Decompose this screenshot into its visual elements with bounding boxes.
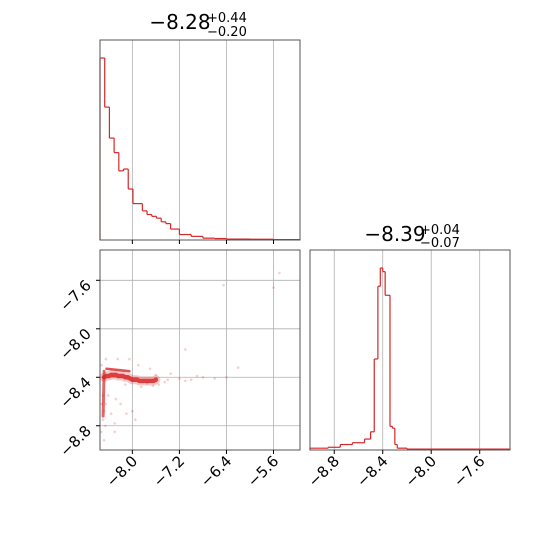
hist-param2-xtick-label: −7.6 xyxy=(450,452,488,490)
hist-param2-grid xyxy=(333,250,481,450)
scatter-xtick-label: −8.0 xyxy=(103,452,141,490)
scatter-ytick-label: −8.4 xyxy=(56,373,94,411)
hist-param2-xtick-label: −8.8 xyxy=(305,452,343,490)
scatter-point xyxy=(103,424,107,428)
scatter-point xyxy=(104,357,108,361)
scatter-point xyxy=(163,380,167,384)
scatter-point xyxy=(213,377,217,380)
scatter-point xyxy=(201,375,205,379)
scatter-frame xyxy=(99,249,301,451)
scatter-point xyxy=(99,430,103,434)
hist-param1-upper: +0.44 xyxy=(207,11,247,26)
scatter-ytick-label: −8.8 xyxy=(56,422,94,460)
hist-param2-lower: −0.07 xyxy=(420,236,460,251)
scatter-xtick-label: −5.6 xyxy=(244,452,282,490)
hist-param1-title: −8.28 xyxy=(149,10,210,34)
scatter-point xyxy=(148,367,152,371)
scatter-point xyxy=(222,283,225,287)
scatter-point xyxy=(116,357,119,361)
hist-param2-frame xyxy=(309,249,511,451)
hist-param2-panel: −8.39 +0.04 −0.07 −8.8 −8.4 −8.0 −7.6 xyxy=(305,222,511,491)
scatter-point xyxy=(136,363,140,367)
scatter-panel: −8.0 −7.2 −6.4 −5.6−8.8−8.4−8.0−7.6 xyxy=(56,249,301,491)
scatter-point xyxy=(169,372,172,375)
scatter-point xyxy=(119,402,122,406)
scatter-point xyxy=(131,409,134,413)
scatter-point xyxy=(178,377,181,380)
density-contour xyxy=(101,372,159,384)
scatter-xtick-label: −7.2 xyxy=(150,452,188,490)
hist-param2-median: −8.39 xyxy=(364,222,425,246)
scatter-point xyxy=(272,286,275,289)
scatter-ticks: −8.0 −7.2 −6.4 −5.6−8.8−8.4−8.0−7.6 xyxy=(56,276,282,490)
hist-param1-ticks xyxy=(131,240,275,244)
scatter-point xyxy=(123,383,127,386)
hist-param1-lower: −0.20 xyxy=(207,25,247,40)
scatter-point xyxy=(100,363,104,367)
hist-param2-ticks: −8.8 −8.4 −8.0 −7.6 xyxy=(305,450,489,491)
hist-param1-frame xyxy=(99,39,301,241)
hist-param2-xtick-label: −8.0 xyxy=(402,452,440,490)
scatter-ytick-label: −7.6 xyxy=(56,276,94,314)
density-tail xyxy=(101,369,106,418)
scatter-point xyxy=(102,439,106,442)
scatter-point xyxy=(114,397,118,401)
scatter-point xyxy=(151,384,155,388)
hist-param1-median: −8.28 xyxy=(149,10,210,34)
scatter-grid xyxy=(100,250,300,450)
scatter-ytick-label: −8.0 xyxy=(56,325,94,363)
hist-param1-panel: −8.28 +0.44 −0.20 xyxy=(99,10,301,244)
scatter-point xyxy=(189,378,193,381)
scatter-point xyxy=(195,374,199,378)
scatter-point xyxy=(225,375,228,379)
scatter-point xyxy=(183,348,187,351)
hist-param1-bars xyxy=(99,57,300,241)
scatter-point xyxy=(106,394,110,397)
scatter-point xyxy=(236,366,240,369)
scatter-xtick-label: −6.4 xyxy=(197,452,235,490)
scatter-point xyxy=(154,373,158,377)
scatter-point xyxy=(133,418,137,421)
hist-param2-bars xyxy=(309,267,510,450)
scatter-point xyxy=(157,383,161,386)
scatter-points xyxy=(99,271,281,442)
scatter-point xyxy=(139,385,143,389)
density-upper-contour xyxy=(105,367,131,373)
scatter-point xyxy=(125,412,128,415)
scatter-point xyxy=(109,412,113,415)
scatter-point xyxy=(113,430,117,434)
hist-param2-upper: +0.04 xyxy=(420,223,460,238)
scatter-point xyxy=(104,402,108,406)
hist-param1-grid xyxy=(131,40,274,240)
scatter-point xyxy=(166,378,169,381)
scatter-density-core xyxy=(99,367,161,418)
scatter-point xyxy=(113,422,117,425)
scatter-point xyxy=(278,271,281,275)
scatter-point xyxy=(183,379,187,383)
scatter-point xyxy=(101,418,105,421)
hist-param2-xtick-label: −8.4 xyxy=(353,452,391,490)
scatter-point xyxy=(128,357,131,361)
